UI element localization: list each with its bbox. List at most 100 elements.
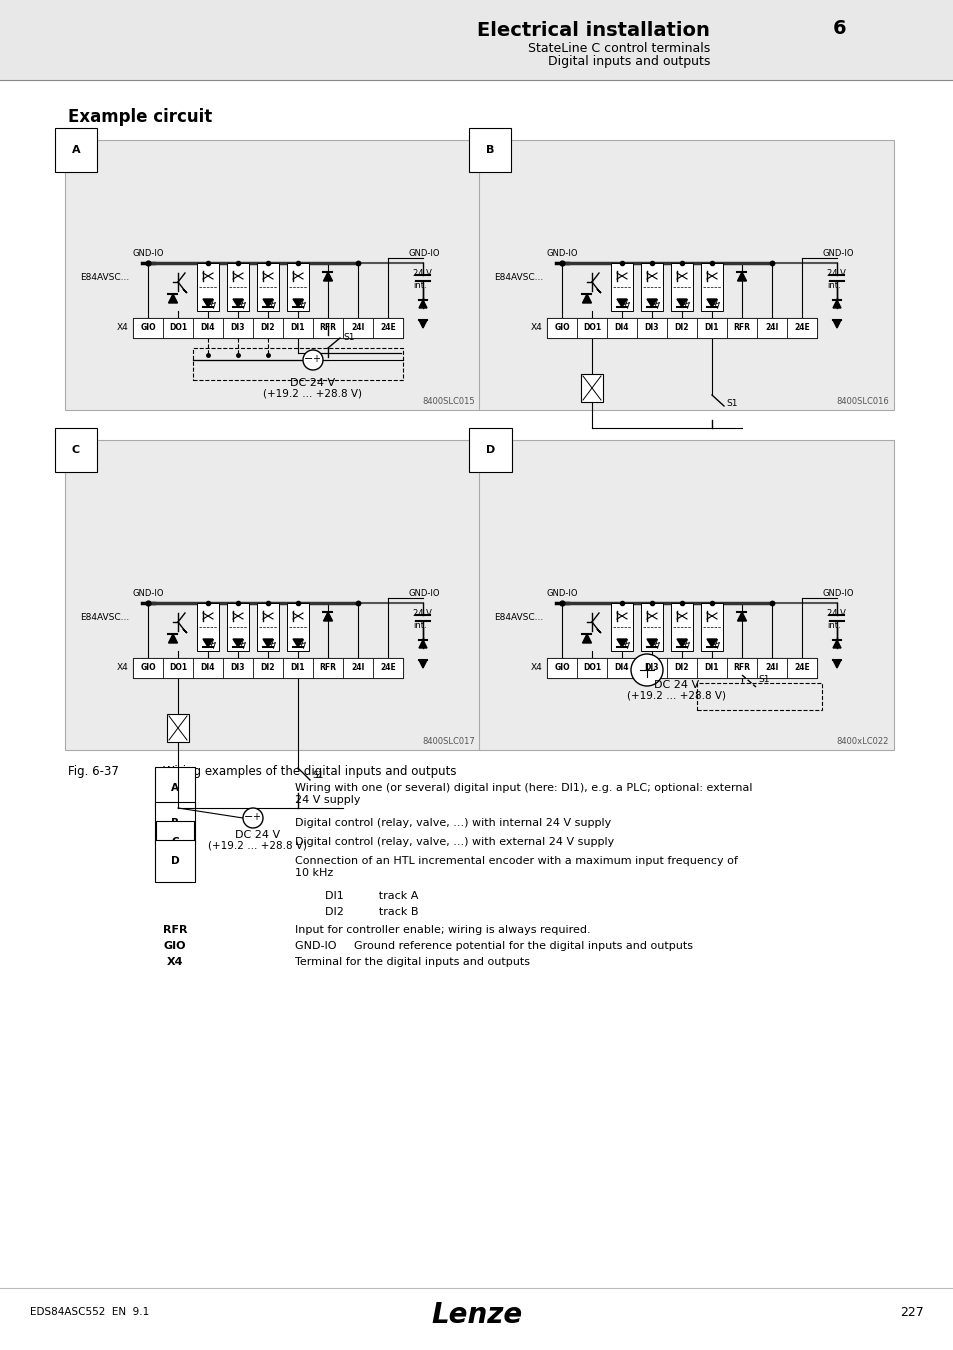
Text: GIO: GIO [554, 663, 569, 672]
Bar [227, 263, 249, 310]
Bar [313, 319, 343, 338]
Text: Digital control (relay, valve, ...) with internal 24 V supply: Digital control (relay, valve, ...) with… [294, 818, 611, 828]
Text: 24 V: 24 V [826, 609, 845, 617]
Polygon shape [677, 639, 686, 647]
Polygon shape [293, 298, 303, 306]
Text: DI4: DI4 [200, 324, 215, 332]
Bar [0, 0, 953, 80]
Text: 8400SLC016: 8400SLC016 [836, 397, 888, 406]
Polygon shape [169, 294, 177, 302]
Bar [666, 319, 697, 338]
Text: (+19.2 … +28.8 V): (+19.2 … +28.8 V) [209, 840, 307, 850]
Polygon shape [832, 320, 841, 328]
Bar [786, 319, 816, 338]
Bar [163, 319, 193, 338]
Text: Terminal for the digital inputs and outputs: Terminal for the digital inputs and outp… [294, 957, 530, 967]
Text: GIO: GIO [140, 324, 155, 332]
Polygon shape [263, 639, 273, 647]
Polygon shape [832, 300, 841, 308]
Text: EDS84ASC552  EN  9.1: EDS84ASC552 EN 9.1 [30, 1307, 149, 1318]
Bar [580, 374, 602, 402]
Polygon shape [203, 298, 213, 306]
Polygon shape [706, 639, 717, 647]
Text: int.: int. [826, 621, 840, 629]
Bar [287, 263, 309, 310]
Text: GND-IO: GND-IO [132, 248, 164, 258]
Bar [132, 657, 402, 678]
Polygon shape [233, 639, 243, 647]
Text: DI2: DI2 [674, 324, 688, 332]
Polygon shape [323, 271, 333, 281]
Polygon shape [677, 298, 686, 306]
Text: Digital control (relay, valve, ...) with external 24 V supply: Digital control (relay, valve, ...) with… [294, 837, 614, 846]
Text: int.: int. [413, 621, 426, 629]
Text: E84AVSC...: E84AVSC... [494, 613, 542, 622]
Text: 24I: 24I [764, 663, 778, 672]
Bar [132, 657, 163, 678]
Text: DO1: DO1 [169, 663, 187, 672]
Text: E84AVSC...: E84AVSC... [80, 613, 129, 622]
Polygon shape [233, 298, 243, 306]
Circle shape [243, 809, 263, 828]
Text: S1: S1 [312, 771, 323, 780]
Polygon shape [293, 639, 303, 647]
Text: int.: int. [826, 281, 840, 289]
Text: 227: 227 [900, 1305, 923, 1319]
Bar [697, 657, 726, 678]
Text: GND-IO: GND-IO [409, 589, 440, 598]
Text: DI3: DI3 [644, 324, 659, 332]
Text: DI4: DI4 [614, 324, 629, 332]
Text: Example circuit: Example circuit [68, 108, 212, 126]
Bar [726, 319, 757, 338]
Bar [256, 263, 278, 310]
Polygon shape [737, 271, 745, 281]
Polygon shape [263, 298, 273, 306]
Text: DC 24 V: DC 24 V [654, 680, 699, 690]
Text: DC 24 V: DC 24 V [290, 378, 335, 387]
Text: DI1          track A: DI1 track A [325, 891, 418, 900]
Text: RFR: RFR [319, 663, 336, 672]
Text: (+19.2 … +28.8 V): (+19.2 … +28.8 V) [263, 387, 362, 398]
Bar [637, 319, 666, 338]
Bar [666, 657, 697, 678]
Text: B: B [171, 818, 179, 828]
Text: S1: S1 [343, 333, 355, 343]
Polygon shape [597, 289, 600, 293]
Bar [223, 319, 253, 338]
Polygon shape [706, 298, 717, 306]
Text: X4: X4 [116, 324, 128, 332]
Text: 24E: 24E [379, 324, 395, 332]
Text: D: D [485, 446, 495, 455]
Text: GIO: GIO [164, 941, 186, 950]
Polygon shape [582, 634, 591, 643]
Text: Wiring with one (or several) digital input (here: DI1), e.g. a PLC; optional: ex: Wiring with one (or several) digital inp… [294, 783, 752, 805]
Text: S1: S1 [758, 675, 769, 684]
Text: S1: S1 [725, 398, 737, 408]
Text: A: A [71, 144, 81, 155]
Bar [193, 348, 402, 379]
Text: 24I: 24I [351, 324, 364, 332]
Bar [546, 657, 816, 678]
Text: 8400SLC017: 8400SLC017 [422, 737, 475, 747]
Text: RFR: RFR [733, 663, 750, 672]
Bar [196, 603, 219, 651]
Circle shape [630, 653, 662, 686]
Bar [478, 140, 893, 410]
Bar [223, 657, 253, 678]
Polygon shape [183, 289, 187, 293]
Bar [253, 657, 283, 678]
Bar [670, 603, 692, 651]
Text: DI2: DI2 [260, 663, 275, 672]
Text: X4: X4 [530, 324, 541, 332]
Text: Connection of an HTL incremental encoder with a maximum input frequency of
10 kH: Connection of an HTL incremental encoder… [294, 856, 737, 878]
Text: GND-IO: GND-IO [546, 248, 578, 258]
Bar [577, 319, 606, 338]
Bar [287, 603, 309, 651]
Polygon shape [418, 660, 427, 668]
Text: X4: X4 [530, 663, 541, 672]
Text: DI1: DI1 [291, 324, 305, 332]
Bar [373, 319, 402, 338]
Polygon shape [832, 660, 841, 668]
Text: 24I: 24I [764, 324, 778, 332]
Text: DO1: DO1 [582, 324, 600, 332]
